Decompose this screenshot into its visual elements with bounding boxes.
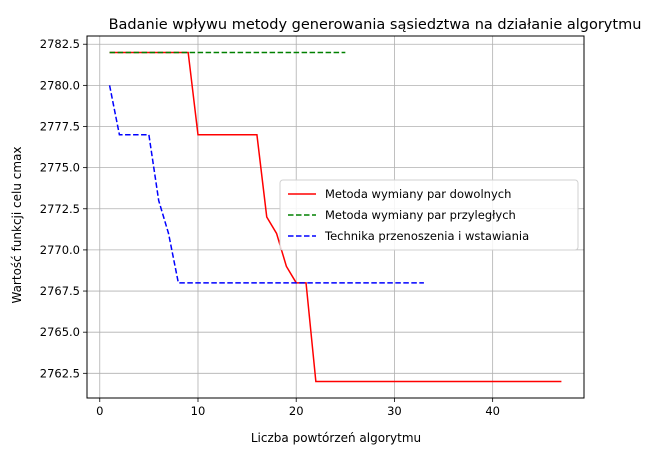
legend-label-3: Technika przenoszenia i wstawiania (324, 229, 529, 243)
series-line-3 (108, 85, 424, 284)
y-tick-label: 2775.0 (40, 161, 80, 175)
y-tick-label: 2762.5 (40, 366, 80, 380)
series-layer (108, 51, 562, 383)
y-tick-label: 2780.0 (40, 78, 80, 92)
y-axis-label: Wartość funkcji celu cmax (10, 146, 24, 303)
x-tick-label: 0 (96, 404, 103, 418)
y-tick-label: 2777.5 (40, 120, 80, 134)
x-axis-ticks: 0 10 20 30 40 (96, 398, 500, 418)
x-axis-label: Liczba powtórzeń algorytmu (251, 431, 421, 445)
x-tick-label: 20 (289, 404, 304, 418)
series-line-1 (109, 51, 562, 383)
y-tick-label: 2770.0 (40, 243, 80, 257)
x-tick-label: 40 (485, 404, 500, 418)
chart-title: Badanie wpływu metody generowania sąsied… (109, 17, 642, 33)
x-tick-label: 10 (191, 404, 206, 418)
y-tick-label: 2767.5 (40, 284, 80, 298)
legend-box (279, 179, 579, 251)
y-tick-label: 2765.0 (40, 325, 80, 339)
plot-frame (86, 35, 585, 399)
legend-label-2: Metoda wymiany par przyległych (325, 208, 516, 222)
y-tick-label: 2772.5 (40, 202, 80, 216)
legend: Metoda wymiany par dowolnych Metoda wymia… (279, 179, 579, 251)
legend-label-1: Metoda wymiany par dowolnych (325, 187, 511, 201)
y-axis-ticks: 2762.5 2765.0 2767.5 2770.0 2772.5 2775.0 2777… (40, 37, 87, 380)
x-tick-label: 30 (387, 404, 402, 418)
y-tick-label: 2782.5 (40, 37, 80, 51)
